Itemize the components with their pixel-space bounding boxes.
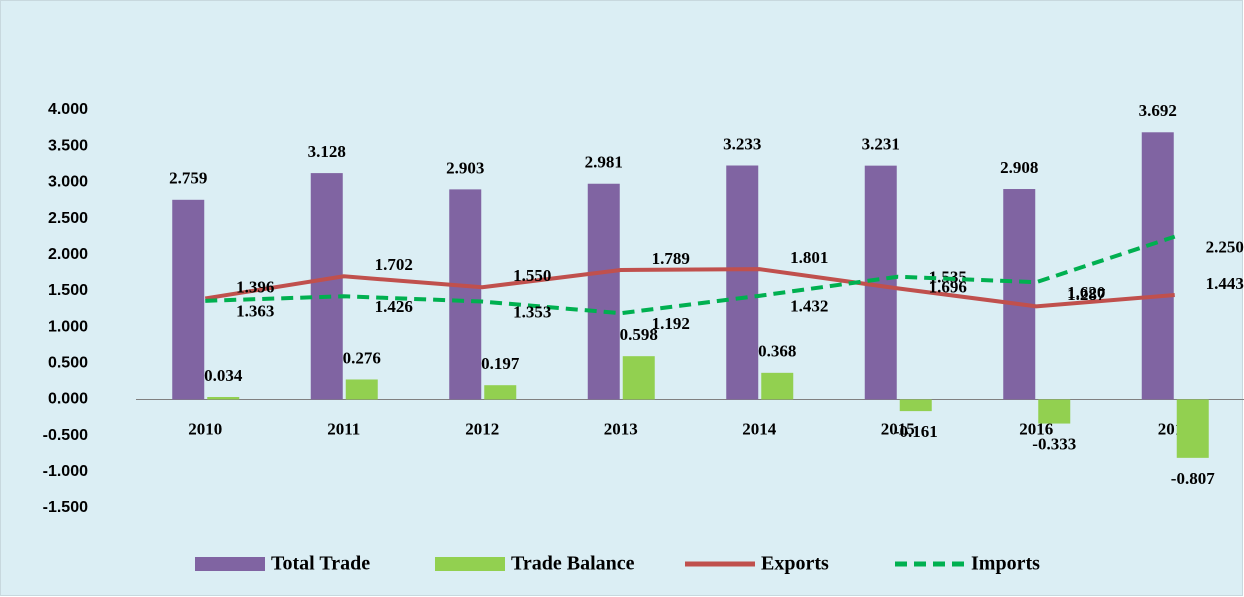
data-label: 1.550 — [513, 266, 551, 285]
y-tick-label: 3.500 — [48, 137, 88, 154]
y-tick-label: 1.000 — [48, 318, 88, 335]
line — [205, 234, 1176, 316]
bar — [1038, 399, 1071, 424]
data-label: 1.287 — [1067, 285, 1106, 304]
y-tick-label: -1.000 — [43, 463, 88, 480]
data-label: -0.333 — [1032, 434, 1076, 453]
data-label: 2.903 — [446, 158, 484, 177]
y-tick-label: 3.000 — [48, 174, 88, 191]
bar — [345, 379, 378, 400]
legend-label: Trade Balance — [511, 553, 635, 575]
y-tick-label: 0.500 — [48, 354, 88, 371]
bar — [761, 372, 794, 400]
y-tick-label: 2.000 — [48, 246, 88, 263]
data-label: 2.250 — [1206, 238, 1244, 257]
data-label: 1.702 — [375, 255, 413, 274]
y-tick-label: 2.500 — [48, 210, 88, 227]
bar — [449, 189, 482, 400]
data-label: 0.197 — [481, 354, 520, 373]
data-label: 1.426 — [375, 297, 413, 316]
x-tick-label: 2016 — [1019, 419, 1053, 438]
data-label: 3.128 — [308, 142, 346, 161]
x-tick-label: 2010 — [188, 419, 222, 438]
bar — [1141, 132, 1174, 400]
data-label: 3.231 — [862, 135, 900, 154]
data-label: 1.789 — [652, 249, 690, 268]
bar — [1003, 189, 1036, 400]
data-label: 3.233 — [723, 134, 761, 153]
y-tick-label: -1.500 — [43, 499, 88, 516]
data-label: 3.692 — [1139, 101, 1177, 120]
x-tick-label: 2015 — [881, 419, 915, 438]
bar — [207, 396, 240, 400]
legend-swatch — [195, 557, 265, 571]
bar — [172, 199, 205, 400]
data-label: 1.353 — [513, 302, 551, 321]
y-tick-label: 1.500 — [48, 282, 88, 299]
data-label: 1.396 — [236, 277, 274, 296]
data-label: 0.276 — [343, 348, 381, 367]
bar — [622, 356, 655, 400]
bar — [899, 399, 932, 412]
data-label: 2.981 — [585, 153, 623, 172]
data-label: 2.759 — [169, 169, 207, 188]
data-label: 0.034 — [204, 366, 243, 385]
x-tick-label: 2012 — [465, 419, 499, 438]
data-label: 1.432 — [790, 297, 828, 316]
legend-swatch — [435, 557, 505, 571]
legend-label: Exports — [761, 553, 829, 575]
data-label: -0.161 — [894, 422, 938, 441]
bar — [587, 183, 620, 400]
x-tick-label: 2013 — [604, 419, 638, 438]
data-label: -0.807 — [1171, 469, 1215, 488]
data-label: 0.368 — [758, 342, 796, 361]
x-tick-label: 2011 — [327, 419, 360, 438]
y-tick-label: 0.000 — [48, 391, 88, 408]
data-label: 0.598 — [620, 325, 658, 344]
bar — [726, 165, 759, 400]
bar — [1176, 399, 1209, 458]
y-tick-label: 4.000 — [48, 101, 88, 118]
data-label: 1.363 — [236, 302, 274, 321]
y-tick-label: -0.500 — [43, 427, 88, 444]
x-tick-label: 2014 — [742, 419, 777, 438]
data-label: 1.443 — [1206, 274, 1244, 293]
line — [204, 267, 1175, 309]
bar — [310, 173, 343, 400]
data-label: 2.908 — [1000, 158, 1038, 177]
data-label: 1.801 — [790, 248, 828, 267]
legend-label: Total Trade — [271, 553, 370, 575]
data-label: 1.620 — [1067, 283, 1105, 302]
bar — [484, 385, 517, 400]
data-label: 1.696 — [929, 278, 967, 297]
data-label: 1.192 — [652, 314, 690, 333]
legend-label: Imports — [971, 553, 1040, 575]
